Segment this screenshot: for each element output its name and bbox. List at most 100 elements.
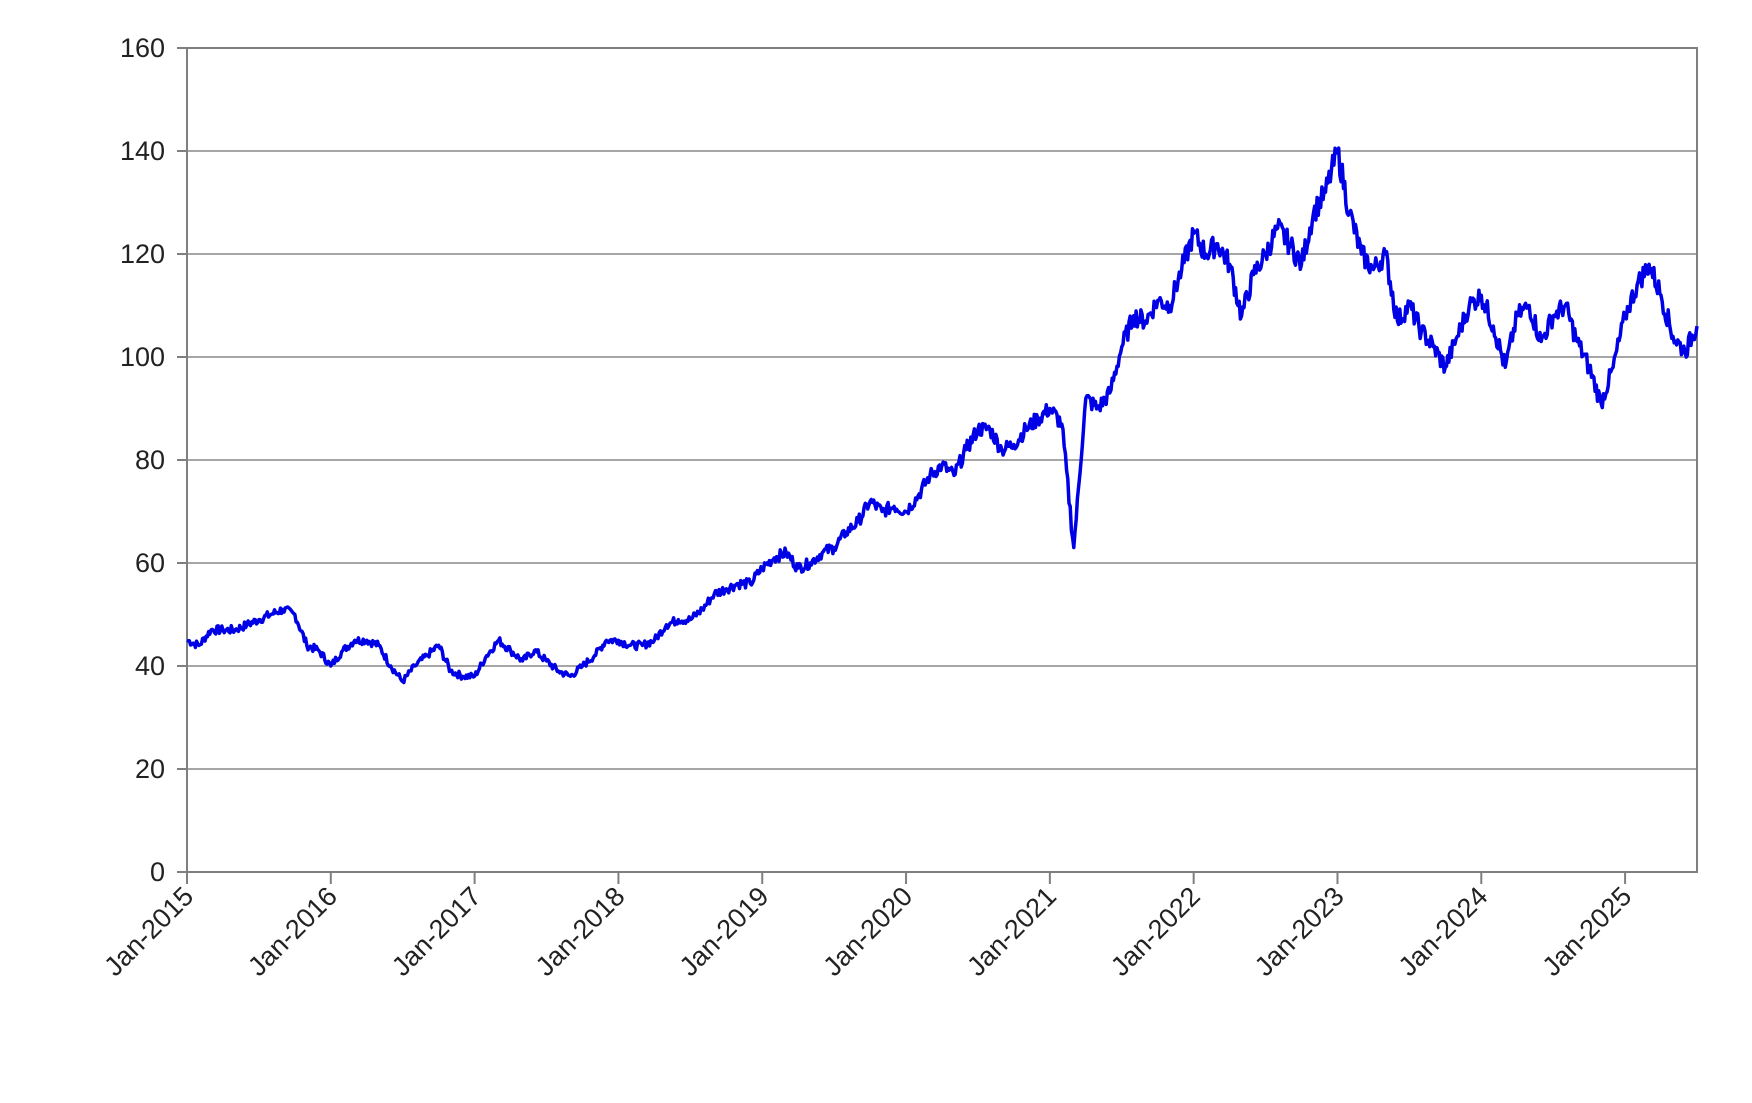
x-tick-label: Jan-2025 (1537, 881, 1638, 982)
x-tick-label: Jan-2018 (530, 881, 631, 982)
data-point (1385, 254, 1386, 255)
data-point (1565, 305, 1566, 306)
data-point (1553, 315, 1554, 316)
data-point (666, 624, 667, 625)
data-point (426, 655, 427, 656)
data-point (1049, 408, 1050, 409)
data-point (1589, 367, 1590, 368)
data-point (306, 645, 307, 646)
data-point (1409, 305, 1410, 306)
data-point (1109, 393, 1110, 394)
data-point (774, 557, 775, 558)
data-point (1325, 192, 1326, 193)
data-point (210, 629, 211, 630)
data-point (486, 655, 487, 656)
x-tick-label: Jan-2016 (242, 881, 343, 982)
data-point (1637, 284, 1638, 285)
data-point (546, 660, 547, 661)
data-point (858, 521, 859, 522)
plot-area-frame (186, 47, 1698, 873)
data-point (846, 532, 847, 533)
axes (177, 47, 1698, 884)
data-point (474, 676, 475, 677)
data-point (1337, 151, 1338, 152)
x-tick-label: Jan-2024 (1393, 881, 1494, 982)
data-point (786, 552, 787, 553)
data-point (1397, 320, 1398, 321)
data-point (977, 429, 978, 430)
gridlines (187, 150, 1697, 770)
data-point (714, 593, 715, 594)
data-point (1313, 212, 1314, 213)
data-point (606, 640, 607, 641)
data-point (1181, 269, 1182, 270)
x-tick-label: Jan-2023 (1249, 881, 1350, 982)
data-point (1217, 243, 1218, 244)
data-point (366, 640, 367, 641)
data-point (1625, 315, 1626, 316)
data-point (1193, 233, 1194, 234)
data-point (822, 552, 823, 553)
data-point (1133, 315, 1134, 316)
data-point (390, 666, 391, 667)
data-point (1517, 315, 1518, 316)
data-point (930, 475, 931, 476)
data-point (1253, 274, 1254, 275)
data-point (1241, 315, 1242, 316)
data-point (1265, 254, 1266, 255)
data-point (798, 568, 799, 569)
y-tick-label: 60 (135, 548, 165, 578)
data-point (1277, 228, 1278, 229)
data-point (1649, 264, 1650, 265)
data-point (1121, 346, 1122, 347)
data-point (1673, 336, 1674, 337)
data-point (630, 645, 631, 646)
data-point (1013, 444, 1014, 445)
series-layer (186, 146, 1699, 685)
data-point (678, 619, 679, 620)
data-point (1145, 320, 1146, 321)
data-point (1169, 305, 1170, 306)
data-point (1541, 341, 1542, 342)
x-tick-label: Jan-2022 (1105, 881, 1206, 982)
data-point (654, 640, 655, 641)
data-point (198, 645, 199, 646)
data-point (222, 629, 223, 630)
data-point (762, 568, 763, 569)
data-point (510, 650, 511, 651)
data-point (402, 681, 403, 682)
data-point (1613, 367, 1614, 368)
x-tick-label: Jan-2015 (98, 881, 199, 982)
data-point (1529, 305, 1530, 306)
data-point (1205, 254, 1206, 255)
data-point (1457, 336, 1458, 337)
y-tick-label: 40 (135, 651, 165, 681)
data-point (282, 609, 283, 610)
data-point (1001, 449, 1002, 450)
data-point (258, 619, 259, 620)
data-point (342, 650, 343, 651)
y-tick-label: 0 (150, 857, 165, 887)
data-point (414, 666, 415, 667)
data-point (894, 506, 895, 507)
data-point (1229, 264, 1230, 265)
data-point (1157, 300, 1158, 301)
data-point (1073, 547, 1074, 548)
series-line-0 (186, 146, 1699, 685)
data-point (750, 583, 751, 584)
data-point (378, 645, 379, 646)
y-tick-label: 160 (120, 33, 165, 63)
data-point (953, 475, 954, 476)
y-tick-label: 100 (120, 342, 165, 372)
data-point (1301, 264, 1302, 265)
data-point (330, 666, 331, 667)
x-tick-label: Jan-2020 (817, 881, 918, 982)
data-point (1373, 269, 1374, 270)
data-point (294, 614, 295, 615)
data-point (870, 501, 871, 502)
data-point (1469, 305, 1470, 306)
data-point (1361, 254, 1362, 255)
data-point (354, 640, 355, 641)
data-point (882, 511, 883, 512)
